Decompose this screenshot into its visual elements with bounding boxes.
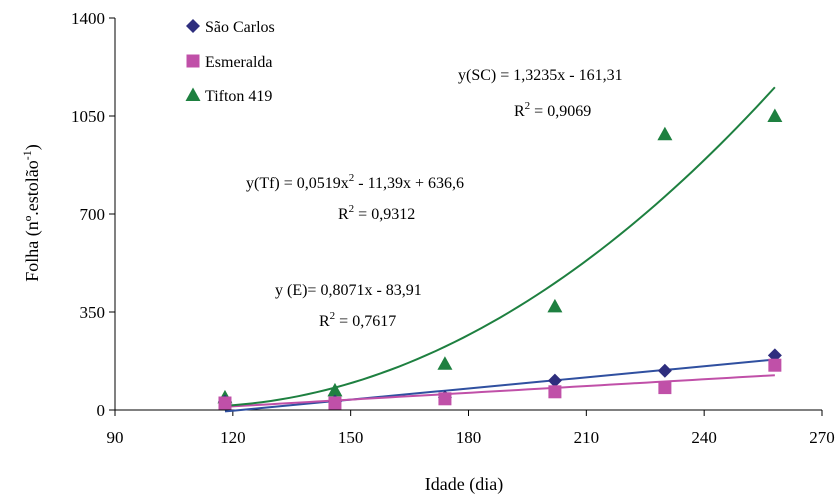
y-tick-label: 1400 [71, 9, 105, 28]
equation-tf: y(Tf) = 0,0519x2 - 11,39x + 636,6 R2 = 0… [246, 172, 464, 223]
point-esmeralda [658, 381, 672, 395]
point-esmeralda [768, 358, 782, 372]
point-tifton [547, 298, 563, 313]
trendline-tifton [224, 86, 776, 407]
x-tick-label: 180 [456, 428, 482, 447]
x-tick-label: 210 [574, 428, 600, 447]
x-tick-label: 120 [220, 428, 246, 447]
r2-value: = 0,9312 [354, 206, 415, 223]
trendline-sao-carlos [224, 358, 775, 413]
equation-tf-line: y(Tf) = 0,0519x2 - 11,39x + 636,6 [246, 172, 464, 192]
equation-sc: y(SC) = 1,3235x - 161,31 R2 = 0,9069 [458, 67, 623, 120]
x-tick-label: 270 [809, 428, 835, 447]
point-esmeralda [218, 396, 232, 410]
r2-superscript: 2 [525, 100, 531, 112]
r2-label: R [514, 103, 525, 120]
legend: São Carlos Esmeralda Tifton 419 [185, 19, 275, 105]
point-esmeralda [438, 392, 452, 406]
point-esmeralda [328, 396, 342, 410]
point-tifton [657, 126, 673, 141]
y-axis-title-close: ) [22, 144, 43, 150]
r2-value: = 0,9069 [530, 103, 591, 120]
point-sao-carlos [547, 373, 562, 388]
equation-tf-part-b: - 11,39x + 636,6 [354, 175, 464, 192]
legend-markers [185, 19, 201, 101]
x-tick-label: 150 [338, 428, 364, 447]
equation-tf-superscript: 2 [349, 172, 355, 184]
y-axis-title-main: Folha (nº.estolão [22, 160, 43, 282]
r2-superscript: 2 [330, 310, 336, 322]
x-tick-label: 90 [107, 428, 124, 447]
equation-e-r2: R2 = 0,7617 [319, 310, 396, 330]
legend-marker-triangle [185, 87, 201, 101]
equation-tf-part-a: y(Tf) = 0,0519x [246, 175, 349, 192]
data-points [217, 108, 783, 410]
point-tifton [437, 356, 453, 370]
x-tick-label: 240 [691, 428, 717, 447]
y-tick-label: 700 [80, 205, 106, 224]
equation-sc-line: y(SC) = 1,3235x - 161,31 [458, 67, 623, 84]
point-tifton [767, 108, 783, 122]
y-tick-label: 350 [80, 303, 106, 322]
trendline-esmeralda [224, 374, 775, 408]
legend-label-esmeralda: Esmeralda [205, 54, 273, 71]
legend-label-sao-carlos: São Carlos [205, 19, 275, 36]
y-axis-title-superscript: -1 [20, 150, 34, 160]
point-tifton [327, 382, 343, 397]
y-tick-label: 0 [97, 401, 106, 420]
legend-label-tifton: Tifton 419 [205, 88, 272, 105]
r2-label: R [319, 313, 330, 330]
equation-e-line: y (E)= 0,8071x - 83,91 [275, 282, 422, 299]
r2-superscript: 2 [349, 203, 355, 215]
point-sao-carlos [657, 363, 672, 378]
x-axis-title: Idade (dia) [425, 474, 503, 495]
equation-sc-r2: R2 = 0,9069 [514, 100, 591, 120]
r2-value: = 0,7617 [335, 313, 396, 330]
equation-e: y (E)= 0,8071x - 83,91 R2 = 0,7617 [275, 282, 422, 330]
axes: 0 350 700 1050 1400 90 120 150 180 210 240 270 [71, 9, 835, 447]
legend-marker-diamond [186, 19, 200, 33]
point-esmeralda [548, 385, 562, 399]
y-axis-title: Folha (nº.estolão-1) [20, 144, 43, 282]
r2-label: R [338, 206, 349, 223]
legend-marker-square [186, 54, 200, 68]
equation-tf-r2: R2 = 0,9312 [338, 203, 415, 223]
y-tick-label: 1050 [71, 107, 105, 126]
trendlines [224, 86, 776, 413]
